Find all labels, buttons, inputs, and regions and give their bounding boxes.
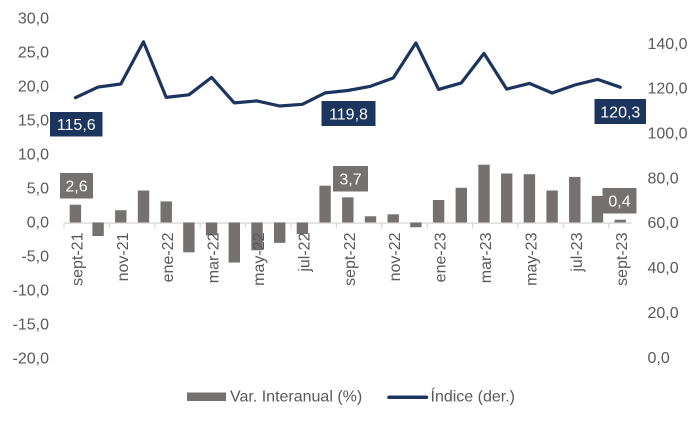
svg-text:0,4: 0,4 [608,194,630,211]
svg-text:30,0: 30,0 [18,11,49,28]
svg-text:Índice (der.): Índice (der.) [431,387,515,406]
svg-text:10,0: 10,0 [18,147,49,164]
svg-text:100,0: 100,0 [648,126,688,143]
svg-text:115,6: 115,6 [57,117,96,134]
svg-text:may-22: may-22 [251,232,268,285]
svg-text:0,0: 0,0 [648,350,670,367]
svg-text:60,0: 60,0 [648,215,679,232]
svg-text:ene-23: ene-23 [433,232,450,282]
svg-text:sept-23: sept-23 [614,232,631,285]
svg-text:2,6: 2,6 [65,179,87,196]
svg-text:80,0: 80,0 [648,170,679,187]
svg-text:120,3: 120,3 [600,104,640,121]
svg-text:sept-21: sept-21 [69,232,86,285]
svg-text:120,0: 120,0 [648,81,688,98]
svg-text:-5,0: -5,0 [21,248,49,265]
svg-text:mar-22: mar-22 [206,232,223,283]
svg-text:nov-22: nov-22 [387,232,404,281]
svg-text:-10,0: -10,0 [13,282,50,299]
svg-text:5,0: 5,0 [27,181,49,198]
svg-text:Var. Interanual (%): Var. Interanual (%) [230,389,362,406]
svg-text:nov-21: nov-21 [115,232,132,281]
svg-text:40,0: 40,0 [648,260,679,277]
svg-text:0,0: 0,0 [27,215,49,232]
svg-text:-20,0: -20,0 [13,350,50,367]
svg-text:jul-23: jul-23 [569,232,586,272]
svg-text:sept-22: sept-22 [342,232,359,285]
svg-text:20,0: 20,0 [648,305,679,322]
svg-text:mar-23: mar-23 [478,232,495,283]
svg-text:-15,0: -15,0 [13,316,50,333]
svg-text:3,7: 3,7 [339,172,361,189]
svg-text:119,8: 119,8 [329,106,368,123]
svg-text:jul-22: jul-22 [296,232,313,272]
svg-text:ene-22: ene-22 [160,232,177,282]
svg-text:15,0: 15,0 [18,113,49,130]
svg-text:may-23: may-23 [523,232,540,285]
svg-text:140,0: 140,0 [648,36,688,53]
svg-text:20,0: 20,0 [18,79,49,96]
svg-text:25,0: 25,0 [18,45,49,62]
